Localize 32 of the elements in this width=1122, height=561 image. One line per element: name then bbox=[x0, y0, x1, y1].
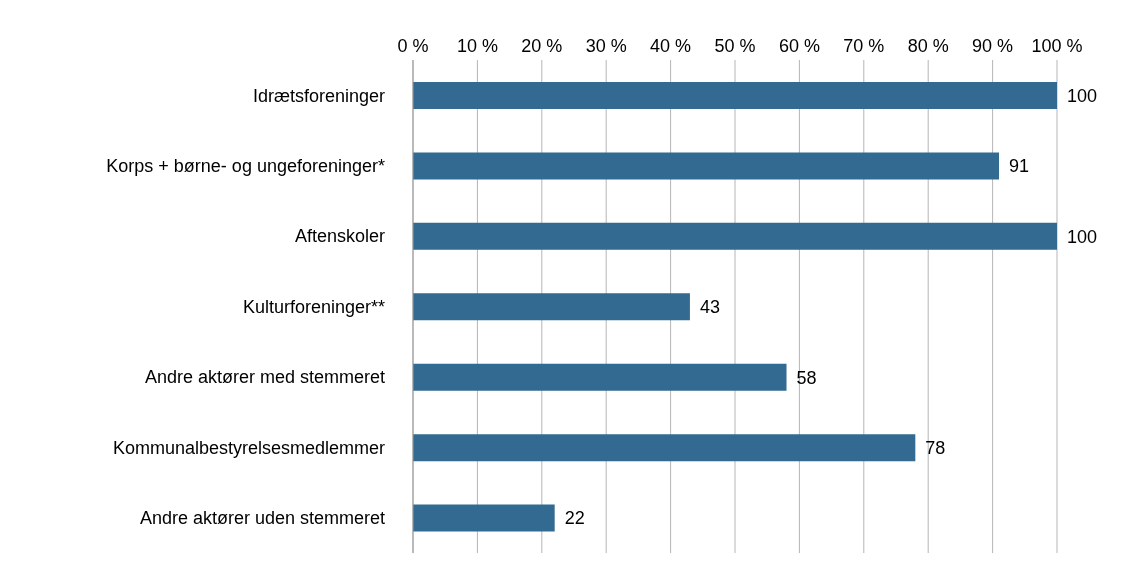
y-tick-label: Idrætsforeninger bbox=[252, 85, 385, 106]
data-label: 78 bbox=[925, 438, 946, 459]
y-tick-label: Korps + børne- og ungeforeninger* bbox=[106, 156, 385, 177]
y-tick-label: Kommunalbestyrelsesmedlemmer bbox=[112, 437, 385, 458]
bar bbox=[413, 434, 916, 462]
data-label: 100 bbox=[1067, 85, 1098, 106]
x-tick-label: 40 % bbox=[650, 36, 692, 56]
x-tick-label: 60 % bbox=[778, 36, 820, 56]
y-tick-label: Aftenskoler bbox=[294, 226, 385, 247]
x-tick-label: 100 % bbox=[1031, 36, 1083, 56]
bar bbox=[413, 82, 1057, 109]
data-label: 43 bbox=[699, 297, 720, 318]
bar bbox=[413, 222, 1057, 250]
x-tick-label: 30 % bbox=[585, 36, 627, 56]
bar bbox=[413, 504, 555, 532]
x-tick-label: 80 % bbox=[907, 36, 949, 56]
bar bbox=[413, 293, 690, 321]
x-tick-label: 50 % bbox=[714, 36, 756, 56]
y-tick-label: Andre aktører uden stemmeret bbox=[139, 508, 385, 529]
x-tick-label: 20 % bbox=[521, 36, 563, 56]
data-label: 22 bbox=[564, 508, 585, 529]
x-tick-label: 70 % bbox=[843, 36, 885, 56]
y-tick-label: Kulturforeninger** bbox=[242, 296, 385, 317]
data-label: 100 bbox=[1067, 226, 1098, 247]
x-tick-label: 10 % bbox=[456, 36, 498, 56]
x-tick-label: 0 % bbox=[397, 36, 429, 56]
data-label: 91 bbox=[1009, 156, 1030, 177]
data-label: 58 bbox=[796, 367, 817, 388]
x-tick-label: 90 % bbox=[972, 36, 1014, 56]
y-tick-label: Andre aktører med stemmeret bbox=[144, 367, 385, 388]
bar bbox=[413, 152, 1000, 180]
bar bbox=[413, 363, 787, 391]
